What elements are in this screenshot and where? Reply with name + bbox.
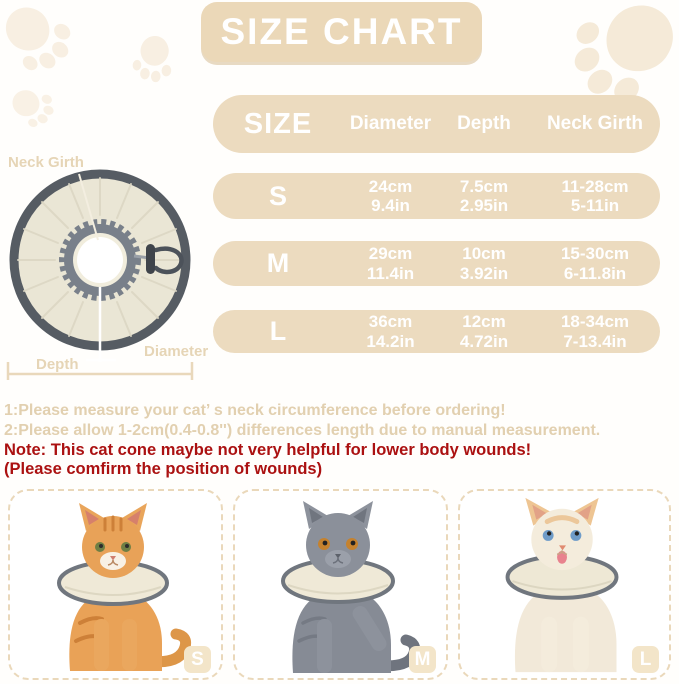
neck-girth-pointer-line (78, 173, 99, 241)
cell-size: L (269, 316, 287, 346)
value-in: 11.4in (366, 263, 415, 283)
size-badge-l: L (632, 646, 659, 673)
cell-size: S (268, 180, 287, 211)
depth-indicator-line (86, 287, 116, 362)
depth-label: Depth (36, 356, 79, 373)
cone-center-hole (77, 237, 123, 283)
photo-card-large: L (458, 489, 671, 680)
page-title: SIZE CHART (201, 2, 482, 62)
cone-scallop-edge (59, 219, 141, 301)
note-line-4: (Please comfirm the position of wounds) (4, 460, 323, 478)
value-cm: 12cm (462, 312, 506, 332)
cell-diameter: 29cm 11.4in (343, 244, 438, 282)
value-cm: 36cm (368, 312, 413, 332)
value-cm: 11-28cm (561, 176, 629, 196)
paw-print-icon (550, 0, 679, 126)
page-title-text: SIZE CHART (220, 11, 463, 52)
gray-cat-photo (281, 501, 421, 673)
diameter-bracket (6, 362, 194, 380)
photo-card-small: S (8, 489, 223, 680)
drawstring-toggle (133, 244, 184, 275)
header-size: SIZE (243, 107, 313, 140)
value-cm: 15-30cm (560, 244, 630, 264)
value-in: 4.72in (459, 331, 509, 351)
value-in: 3.92in (459, 263, 509, 283)
cell-depth: 7.5cm 2.95in (438, 177, 530, 215)
value-in: 5-11in (570, 196, 620, 215)
value-in: 2.95in (459, 196, 509, 215)
cream-cat-photo (505, 497, 619, 673)
size-badge-m: M (409, 646, 436, 673)
cell-neck-girth: 18-34cm 7-13.4in (530, 312, 660, 350)
cell-depth: 10cm 3.92in (438, 244, 530, 282)
table-row-s: S 24cm 9.4in 7.5cm 2.95in 11-28cm 5-11in (213, 173, 660, 219)
photo-card-medium: M (233, 489, 448, 680)
header-depth: Depth (457, 113, 511, 134)
value-in: 14.2in (366, 331, 415, 351)
paw-print-icon (3, 77, 61, 135)
value-cm: 7.5cm (459, 176, 509, 196)
note-line-1: 1:Please measure your cat’ s neck circum… (4, 402, 506, 419)
table-row-m: M 29cm 11.4in 10cm 3.92in 15-30cm 6-11.8in (213, 241, 660, 286)
note-line-3: Note: This cat cone maybe not very helpf… (4, 441, 532, 459)
cell-size: M (266, 248, 290, 278)
header-neck-girth: Neck Girth (546, 113, 644, 134)
neck-girth-label: Neck Girth (8, 154, 84, 171)
paw-print-icon (128, 32, 180, 84)
cone-measurement-diagram: Neck Girth Depth Diameter (0, 140, 215, 400)
header-diameter: Diameter (349, 113, 432, 134)
cell-neck-girth: 15-30cm 6-11.8in (530, 244, 660, 282)
cell-diameter: 36cm 14.2in (343, 312, 438, 350)
table-row-l: L 36cm 14.2in 12cm 4.72in 18-34cm 7-13.4in (213, 310, 660, 353)
cell-diameter: 24cm 9.4in (343, 177, 438, 215)
orange-cat-photo (57, 503, 192, 671)
diameter-label: Diameter (144, 343, 208, 360)
value-in: 7-13.4in (563, 331, 627, 351)
paw-print-icon (0, 0, 87, 87)
cell-depth: 12cm 4.72in (438, 312, 530, 350)
cell-neck-girth: 11-28cm 5-11in (530, 177, 660, 215)
notes-block: 1:Please measure your cat’ s neck circum… (4, 401, 676, 479)
note-line-2: 2:Please allow 1-2cm(0.4-0.8'') differen… (4, 422, 601, 439)
value-cm: 10cm (462, 244, 506, 264)
size-badge-s: S (184, 646, 211, 673)
value-in: 6-11.8in (563, 263, 627, 283)
value-in: 9.4in (371, 196, 410, 215)
value-cm: 29cm (368, 244, 413, 264)
value-cm: 18-34cm (560, 312, 630, 332)
value-cm: 24cm (368, 176, 413, 196)
size-table-header: SIZE Diameter Depth Neck Girth (213, 95, 660, 153)
